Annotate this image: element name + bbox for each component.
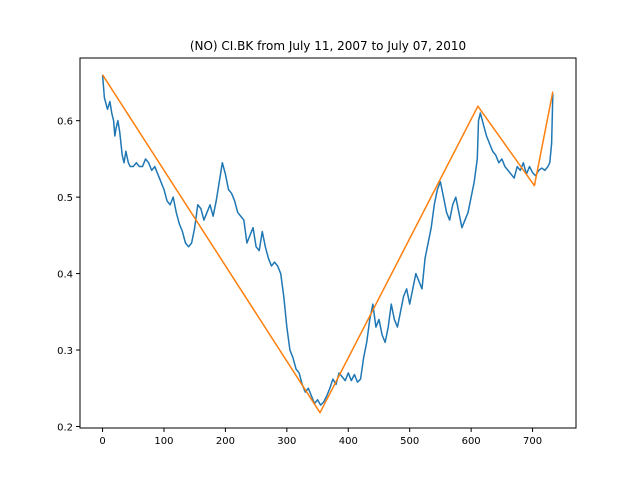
y-tick-label: 0.5: [57, 193, 73, 204]
series-line-2: [101, 74, 554, 414]
y-axis: 0.2 0.3 0.4 0.5 0.6: [57, 117, 80, 433]
plot-area: [101, 74, 554, 414]
x-tick-label: 500: [400, 436, 419, 447]
x-tick-label: 400: [339, 436, 358, 447]
chart-title: (NO) CI.BK from July 11, 2007 to July 07…: [190, 39, 466, 53]
x-tick-label: 100: [154, 436, 173, 447]
x-tick-label: 0: [99, 436, 105, 447]
x-tick-label: 200: [216, 436, 235, 447]
y-tick-label: 0.4: [57, 270, 73, 281]
y-tick-label: 0.3: [57, 346, 73, 357]
x-tick-label: 300: [277, 436, 296, 447]
y-tick-label: 0.6: [57, 117, 73, 128]
axes-frame: [79, 57, 577, 429]
x-axis: 0 100 200 300 400 500 600 700: [99, 428, 542, 447]
y-tick-label: 0.2: [57, 422, 73, 433]
series-line-1: [101, 74, 554, 406]
x-tick-label: 600: [462, 436, 481, 447]
x-tick-label: 700: [523, 436, 542, 447]
